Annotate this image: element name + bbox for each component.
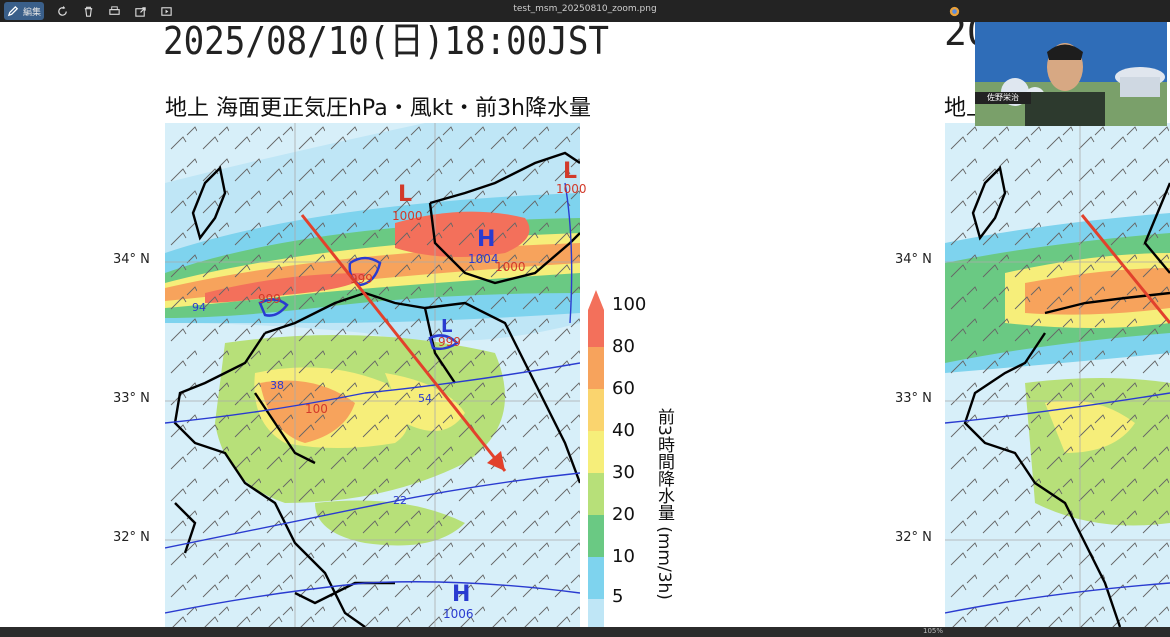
delete-icon (84, 6, 92, 17)
lat-label-32-right: 32° N (895, 530, 932, 545)
pressure-value: 38 (270, 379, 284, 392)
pressure-value: 1000 (392, 209, 423, 223)
colorbar-tick: 100 (612, 294, 647, 315)
delete-button[interactable] (80, 2, 96, 20)
weather-map-kyushu (165, 123, 580, 627)
rotate-button[interactable] (54, 2, 70, 20)
print-icon (108, 5, 120, 15)
pressure-value: 1006 (443, 607, 474, 621)
pressure-value: 22 (393, 494, 407, 507)
lat-label-34-right: 34° N (895, 252, 932, 267)
lat-label-34: 34° N (113, 252, 150, 267)
pressure-value: 1004 (468, 252, 499, 266)
pressure-value: 94 (192, 301, 206, 314)
webcam-name-label: 佐野栄治 (975, 92, 1031, 104)
low-pressure-marker: L (441, 316, 453, 337)
high-pressure-marker: H (452, 582, 471, 607)
colorbar-tick: 60 (612, 378, 635, 399)
edit-label: 編集 (22, 7, 41, 18)
slideshow-button[interactable] (158, 2, 174, 20)
high-pressure-marker: H (477, 227, 496, 252)
pressure-value: 100 (305, 402, 328, 416)
colorbar-unit-label: 前3時間降水量 (mm/3h) (654, 408, 674, 600)
pressure-value: 999 (258, 292, 281, 306)
print-button[interactable] (106, 2, 122, 20)
rotate-icon (57, 5, 67, 16)
colorbar-tick: 10 (612, 546, 635, 567)
copilot-button[interactable] (946, 2, 962, 20)
image-canvas: 2025/08/10(日)18:00JST 地上 海面更正気圧hPa・風kt・前… (0, 22, 1170, 627)
low-pressure-marker: L (398, 182, 413, 207)
low-pressure-marker: L (563, 159, 578, 184)
status-bar: 105% (0, 627, 1170, 637)
pressure-value: 54 (418, 392, 432, 405)
pressure-value: 1000 (495, 260, 526, 274)
precip-colorbar (588, 290, 604, 627)
forecast-datetime: 2025/08/10(日)18:00JST (163, 22, 610, 63)
edit-icon (7, 5, 19, 16)
share-button[interactable] (132, 2, 148, 20)
lat-label-33-right: 33° N (895, 391, 932, 406)
colorbar-tick: 80 (612, 336, 635, 357)
colorbar-tick: 5 (612, 586, 624, 607)
pressure-value: 999 (350, 272, 373, 286)
copilot-icon (949, 6, 959, 16)
colorbar-tick: 30 (612, 462, 635, 483)
pressure-value: 1000 (556, 182, 587, 196)
file-name: test_msm_20250810_zoom.png (513, 4, 657, 14)
webcam-video (975, 22, 1167, 126)
viewer-toolbar: 編集 test_msm_20250810_zoom.png (0, 0, 1170, 22)
colorbar-tick: 20 (612, 504, 635, 525)
lat-label-32: 32° N (113, 530, 150, 545)
chart-title: 地上 海面更正気圧hPa・風kt・前3h降水量 (165, 96, 592, 121)
pressure-value: 999 (438, 335, 461, 349)
edit-button[interactable]: 編集 (4, 2, 44, 20)
share-icon (134, 6, 146, 17)
weather-map-kyushu-right (945, 123, 1170, 627)
colorbar-tick: 40 (612, 420, 635, 441)
slideshow-icon (160, 6, 172, 16)
lat-label-33: 33° N (113, 391, 150, 406)
zoom-level: 105% (923, 627, 944, 635)
